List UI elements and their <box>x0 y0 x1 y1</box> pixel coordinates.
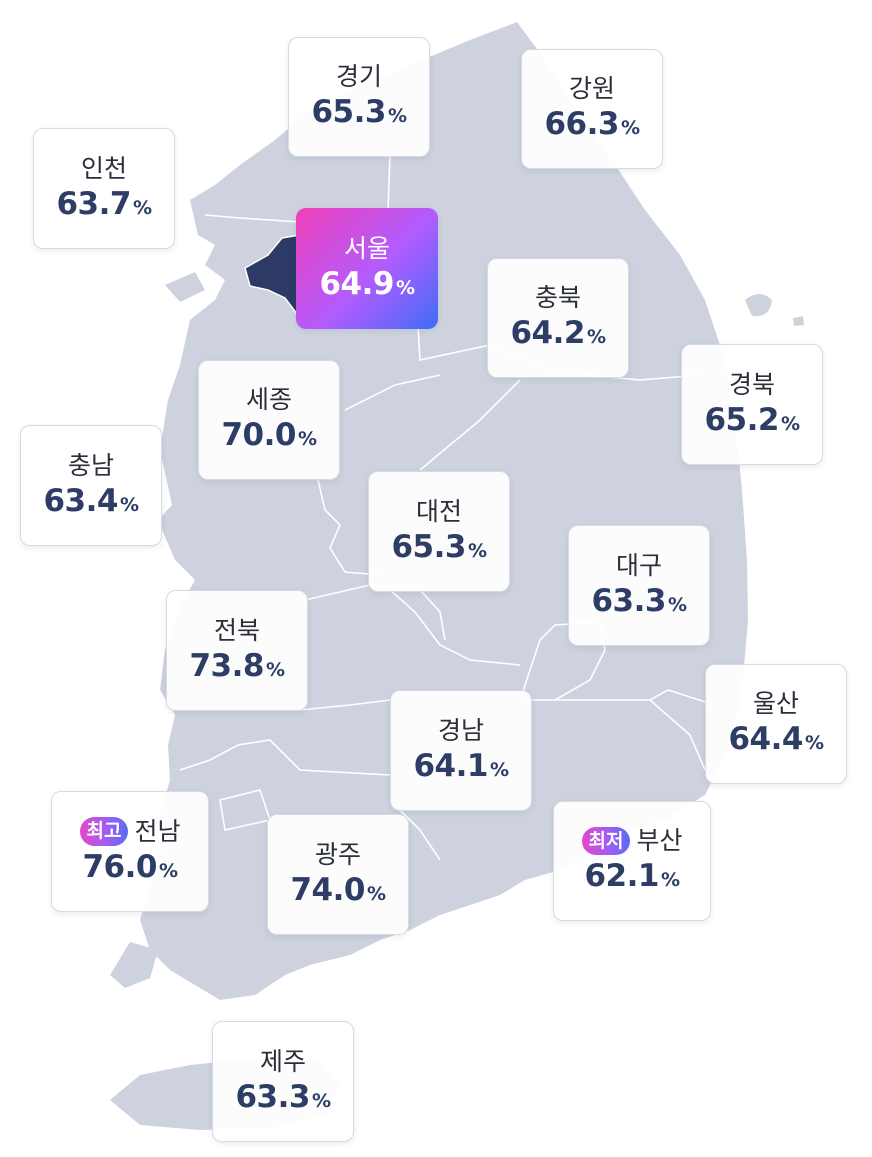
island-ganghwa <box>165 272 205 302</box>
region-value: 65.3% <box>311 94 407 131</box>
region-value: 65.3% <box>391 528 487 565</box>
region-name: 전북 <box>213 615 260 645</box>
region-name: 제주 <box>259 1046 306 1076</box>
region-card-gyeongnam[interactable]: 경남 64.1% <box>390 690 532 811</box>
region-name: 대구 <box>615 550 662 580</box>
region-name: 충북 <box>534 283 581 313</box>
region-card-daegu[interactable]: 대구 63.3% <box>568 525 710 646</box>
region-card-busan[interactable]: 최저 부산 62.1% <box>553 801 711 921</box>
region-name: 경기 <box>335 62 382 92</box>
region-value: 64.9% <box>319 265 415 302</box>
region-card-daejeon[interactable]: 대전 65.3% <box>368 471 510 592</box>
region-name: 울산 <box>752 689 799 719</box>
region-name: 대전 <box>415 496 462 526</box>
region-value: 64.1% <box>413 747 509 784</box>
region-name: 충남 <box>67 450 114 480</box>
region-card-incheon[interactable]: 인천 63.7% <box>33 128 175 249</box>
region-card-gyeongbuk[interactable]: 경북 65.2% <box>681 344 823 465</box>
region-name: 전남 <box>134 816 181 846</box>
region-value: 63.4% <box>43 482 139 519</box>
region-name: 부산 <box>636 826 683 856</box>
region-value: 63.3% <box>235 1078 331 1115</box>
region-name: 강원 <box>568 74 615 104</box>
region-value: 70.0% <box>221 417 317 454</box>
region-value: 76.0% <box>82 848 178 885</box>
region-value: 65.2% <box>704 401 800 438</box>
region-name: 인천 <box>80 153 127 183</box>
region-value: 66.3% <box>544 106 640 143</box>
region-card-ulsan[interactable]: 울산 64.4% <box>705 664 847 784</box>
island-ulleung <box>745 294 772 317</box>
region-name: 경남 <box>437 715 484 745</box>
region-value: 62.1% <box>584 858 680 895</box>
island-south-1 <box>110 942 158 988</box>
region-card-jeju[interactable]: 제주 63.3% <box>212 1021 354 1142</box>
region-card-seoul[interactable]: 서울 64.9% <box>296 208 438 329</box>
region-name: 경북 <box>728 369 775 399</box>
region-card-jeonbuk[interactable]: 전북 73.8% <box>166 590 308 711</box>
region-value: 63.3% <box>591 582 687 619</box>
island-south-2 <box>430 875 475 910</box>
region-card-chungbuk[interactable]: 충북 64.2% <box>487 258 629 378</box>
region-value: 64.4% <box>728 721 824 758</box>
region-name: 광주 <box>314 839 361 869</box>
region-card-gyeonggi[interactable]: 경기 65.3% <box>288 37 430 157</box>
region-name: 서울 <box>343 233 390 263</box>
region-card-chungnam[interactable]: 충남 63.4% <box>20 425 162 546</box>
region-card-sejong[interactable]: 세종 70.0% <box>198 360 340 480</box>
lowest-badge: 최저 <box>581 826 631 856</box>
region-card-gwangju[interactable]: 광주 74.0% <box>267 814 409 935</box>
region-value: 73.8% <box>189 647 285 684</box>
province-borders <box>179 154 716 861</box>
island-dokdo <box>793 316 804 326</box>
region-value: 64.2% <box>510 315 606 352</box>
region-value: 63.7% <box>56 185 152 222</box>
highest-badge: 최고 <box>79 817 129 846</box>
region-value: 74.0% <box>290 871 386 908</box>
region-name: 세종 <box>245 385 292 415</box>
region-card-gangwon[interactable]: 강원 66.3% <box>521 49 663 169</box>
region-card-jeonnam[interactable]: 최고 전남 76.0% <box>51 791 209 912</box>
